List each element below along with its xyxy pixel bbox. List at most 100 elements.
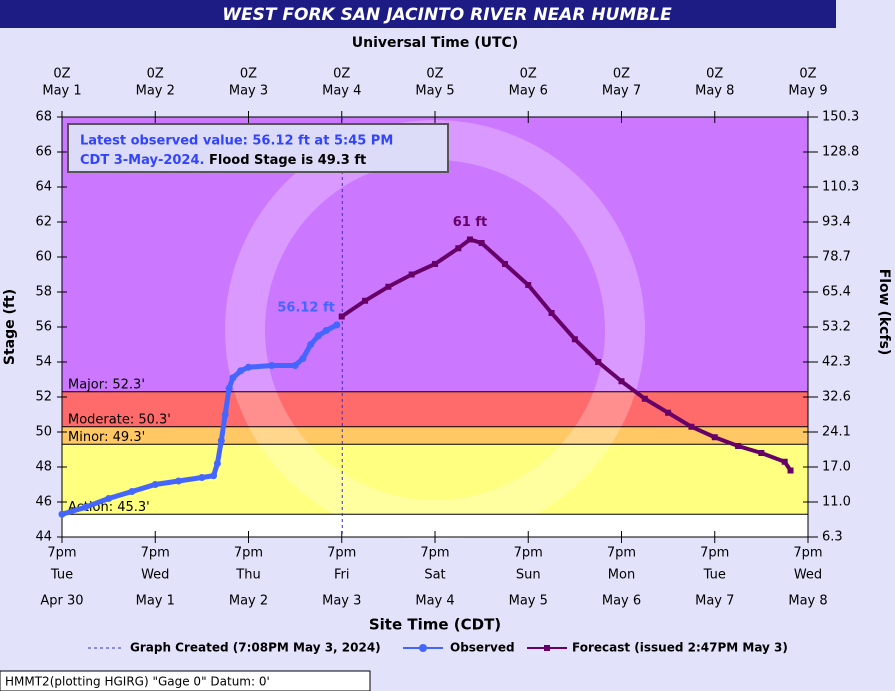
flood-label: Major: 52.3' <box>68 377 145 392</box>
title-bar <box>0 0 836 28</box>
y-tick-label: 52 <box>35 390 52 405</box>
y2-tick-label: 32.6 <box>822 390 851 405</box>
top-tick-label: 0Z <box>53 67 70 82</box>
observed-point <box>237 367 245 375</box>
forecast-point <box>501 261 508 267</box>
x-tick-label: May 7 <box>695 594 734 609</box>
latest-box <box>67 123 449 173</box>
x-tick-label: May 4 <box>415 594 454 609</box>
y2-tick-label: 78.7 <box>822 250 851 265</box>
y2-tick-label: 93.4 <box>822 215 851 230</box>
x-axis-title: Site Time (CDT) <box>369 616 501 634</box>
top-tick-label: May 1 <box>42 84 81 99</box>
y2-axis-title: Flow (kcfs) <box>876 269 892 356</box>
x-tick-label: 7pm <box>514 546 543 561</box>
chart-title: WEST FORK SAN JACINTO RIVER NEAR HUMBLE <box>222 5 672 25</box>
observed-point <box>151 481 159 488</box>
legend-label: Observed <box>450 641 515 655</box>
observed-point <box>322 327 330 334</box>
top-tick-label: 0Z <box>520 67 537 82</box>
value-label: 61 ft <box>453 215 488 230</box>
footer: HMMT2(plotting HGIRG) "Gage 0" Datum: 0' <box>5 675 270 689</box>
top-tick-label: May 6 <box>509 84 548 99</box>
top-tick-label: 0Z <box>613 67 630 82</box>
series-line <box>340 237 793 472</box>
x-tick-label: 7pm <box>607 546 636 561</box>
forecast-point <box>711 434 718 441</box>
x-tick-label: Sat <box>424 568 445 583</box>
x-tick-label: May 3 <box>322 594 361 609</box>
x-tick-label: 7pm <box>47 546 76 561</box>
top-tick-label: 0Z <box>706 67 723 82</box>
y-tick-label: 50 <box>35 425 52 440</box>
series-line <box>61 322 339 517</box>
observed-point <box>81 503 89 511</box>
x-tick-label: Fri <box>334 568 350 583</box>
y-tick-label: 46 <box>35 495 52 510</box>
y2-tick-label: 65.4 <box>822 285 851 300</box>
latest-line-1: Latest observed value: 56.12 ft at 5:45 … <box>80 134 393 149</box>
x-tick-label: May 5 <box>509 594 548 609</box>
forecast-point <box>641 395 648 402</box>
top-tick-label: May 3 <box>229 84 268 99</box>
x-tick-label: Wed <box>794 568 822 583</box>
y-tick-label: 44 <box>35 530 52 545</box>
top-axis-title: Universal Time (UTC) <box>352 35 518 51</box>
observed-point <box>217 437 225 445</box>
observed-point <box>291 362 299 369</box>
x-tick-label: May 2 <box>229 594 268 609</box>
top-tick-label: 0Z <box>799 67 816 82</box>
y-tick-label: 56 <box>35 320 52 335</box>
forecast-point <box>466 236 473 243</box>
top-tick-label: May 7 <box>602 84 641 99</box>
x-tick-label: May 1 <box>136 594 175 609</box>
forecast-point <box>665 409 672 416</box>
top-tick-label: May 8 <box>695 84 734 99</box>
top-tick-label: 0Z <box>240 67 257 82</box>
observed-point <box>225 384 233 392</box>
forecast-point <box>787 467 794 474</box>
x-tick-label: 7pm <box>420 546 449 561</box>
plot-area: Action: 45.3'Minor: 49.3'Moderate: 50.3'… <box>35 67 859 609</box>
x-tick-label: May 6 <box>602 594 641 609</box>
observed-point <box>307 341 315 348</box>
observed-point <box>221 411 229 418</box>
x-tick-label: Tue <box>703 568 726 583</box>
y-tick-label: 60 <box>35 250 52 265</box>
y-axis-title: Stage (ft) <box>2 289 18 365</box>
y2-tick-label: 6.3 <box>822 530 843 545</box>
x-tick-label: Apr 30 <box>40 594 83 609</box>
latest-line-2: CDT 3-May-2024. Flood Stage is 49.3 ft <box>80 153 366 168</box>
y2-tick-label: 24.1 <box>822 425 851 440</box>
y-tick-label: 68 <box>35 110 52 125</box>
x-tick-label: 7pm <box>700 546 729 561</box>
top-tick-label: 0Z <box>426 67 443 82</box>
latest-text: CDT 3-May-2024. <box>80 153 204 168</box>
x-tick-label: 7pm <box>327 546 356 561</box>
top-tick-label: May 4 <box>322 84 361 99</box>
flood-band <box>62 426 808 445</box>
y-tick-label: 64 <box>35 180 52 195</box>
value-label: 56.12 ft <box>277 300 335 315</box>
y2-tick-label: 128.8 <box>822 145 859 160</box>
observed-point <box>175 477 183 485</box>
observed-point <box>105 495 113 502</box>
legend-created: Graph Created (7:08PM May 3, 2024) <box>130 641 381 655</box>
forecast-point <box>548 310 555 316</box>
latest-text: Flood Stage is 49.3 ft <box>204 153 366 168</box>
observed-point <box>58 510 66 518</box>
observed-point <box>299 355 307 362</box>
x-tick-label: Sun <box>516 568 541 583</box>
x-tick-label: 7pm <box>234 546 263 561</box>
forecast-point <box>478 240 485 246</box>
y2-tick-label: 53.2 <box>822 320 851 335</box>
y2-tick-label: 42.3 <box>822 355 851 370</box>
y-tick-label: 54 <box>35 355 52 370</box>
forecast-point <box>688 423 695 430</box>
forecast-point <box>735 443 742 449</box>
x-tick-label: Tue <box>50 568 73 583</box>
y2-tick-label: 150.3 <box>822 110 859 125</box>
flood-label: Moderate: 50.3' <box>68 412 171 427</box>
top-tick-label: 0Z <box>333 67 350 82</box>
top-tick-label: May 9 <box>788 84 827 99</box>
